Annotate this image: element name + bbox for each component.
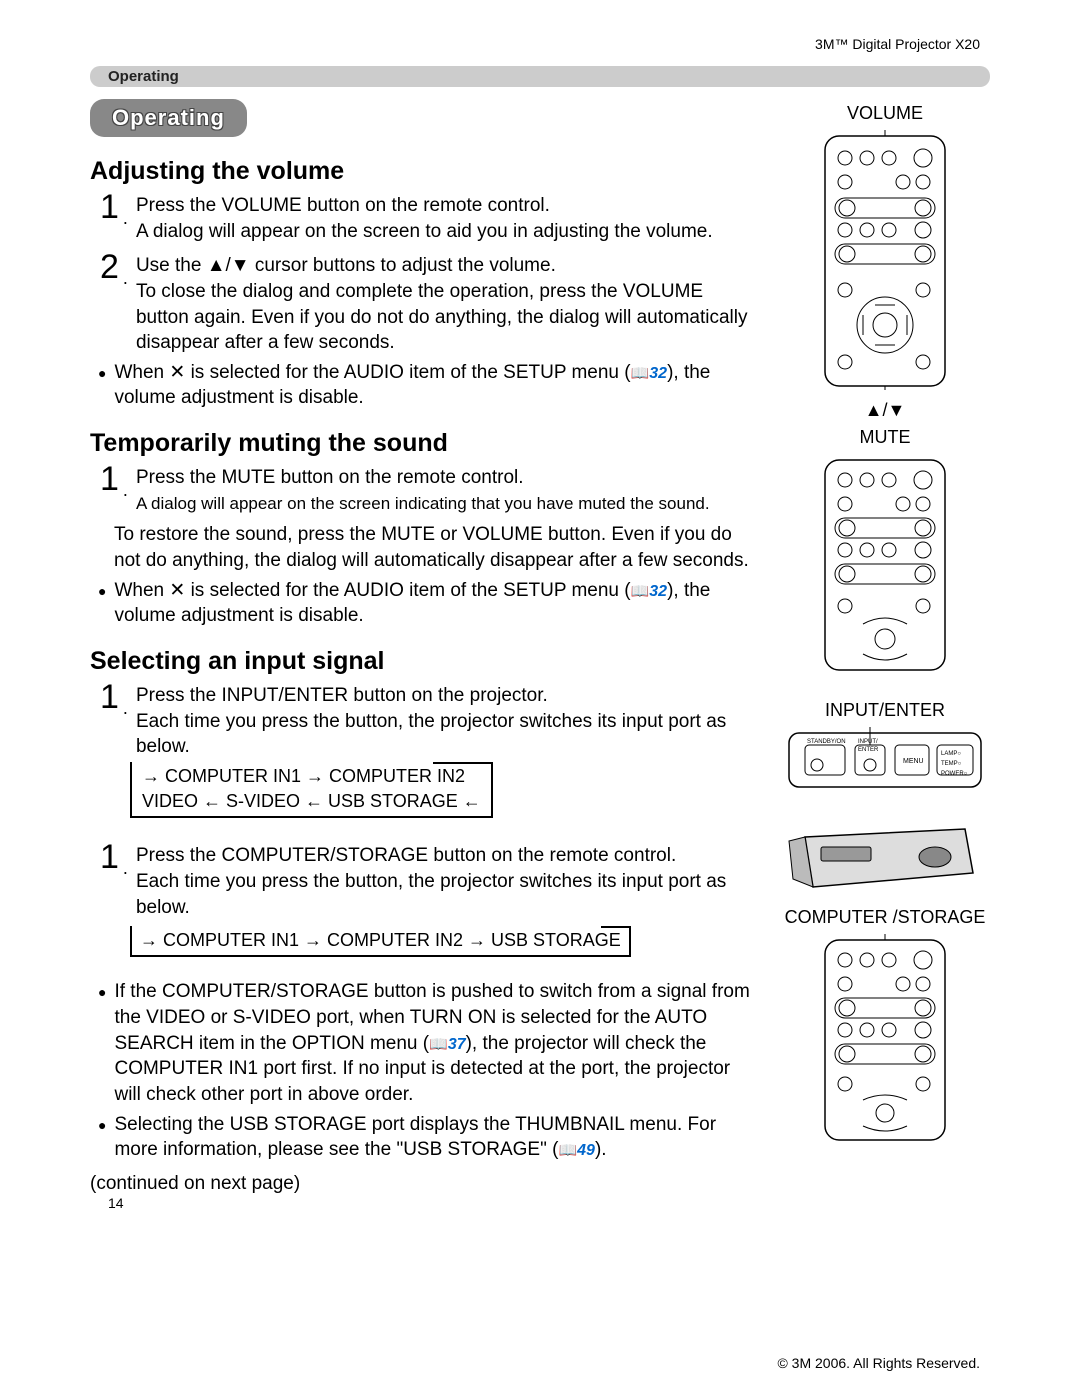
- footer: © 3M 2006. All Rights Reserved.: [90, 1355, 980, 1371]
- remote-illustration-volume: [815, 130, 955, 390]
- continued-text: (continued on next page): [90, 1173, 754, 1195]
- step-text: Press the INPUT/ENTER button on the proj…: [136, 685, 548, 706]
- heading-mute: Temporarily muting the sound: [90, 429, 754, 458]
- step-number: 1: [100, 462, 119, 496]
- copyright: © 3M 2006. All Rights Reserved.: [777, 1355, 980, 1371]
- input-bullet-2: ● Selecting the USB STORAGE port display…: [98, 1112, 754, 1163]
- remote-illustration-mute: [815, 454, 955, 674]
- step-text-b: To close the dialog and complete the ope…: [136, 281, 748, 353]
- svg-text:ENTER: ENTER: [858, 747, 879, 753]
- label-mute: MUTE: [780, 427, 990, 448]
- svg-text:LAMP○: LAMP○: [941, 751, 961, 757]
- bullet-text-b: ).: [595, 1139, 607, 1160]
- step-text-b: Each time you press the button, the proj…: [136, 711, 726, 758]
- bullet-text-a: Selecting the USB STORAGE port displays …: [114, 1114, 716, 1161]
- step-text-b: Each time you press the button, the proj…: [136, 871, 726, 918]
- input-flow-1: → COMPUTER IN1 → COMPUTER IN2 VIDEO ← S-…: [130, 760, 754, 820]
- volume-step-2: 2 . Use the ▲/▼ cursor buttons to adjust…: [100, 250, 754, 356]
- input-step-1: 1 . Press the INPUT/ENTER button on the …: [100, 680, 754, 760]
- book-icon: 📖: [429, 1036, 448, 1053]
- step-dot: .: [123, 480, 128, 501]
- step-number: 1: [100, 190, 119, 224]
- mute-step-1: 1 . Press the MUTE button on the remote …: [100, 462, 754, 516]
- projector-panel-illustration: MENU LAMP○ TEMP○ POWER○ STANDBY/ON INPUT…: [785, 727, 985, 807]
- bullet-dot: ●: [98, 583, 106, 629]
- step-dot: .: [123, 268, 128, 289]
- step-text-b: A dialog will appear on the screen to ai…: [136, 221, 713, 242]
- step-dot: .: [123, 208, 128, 229]
- label-input: INPUT/ENTER: [780, 700, 990, 721]
- left-column: Operating Adjusting the volume 1 . Press…: [90, 99, 762, 1211]
- operating-badge: Operating: [90, 99, 247, 137]
- volume-step-1: 1 . Press the VOLUME button on the remot…: [100, 190, 754, 244]
- main-content: Operating Adjusting the volume 1 . Press…: [90, 99, 990, 1211]
- heading-volume: Adjusting the volume: [90, 157, 754, 186]
- bullet-dot: ●: [98, 1117, 106, 1163]
- flow-line: → COMPUTER IN1 → COMPUTER IN2 → USB STOR…: [140, 930, 621, 950]
- step-text: Use the ▲/▼ cursor buttons to adjust the…: [136, 255, 556, 276]
- right-column: VOLUME ▲/▼ MUTE: [780, 99, 990, 1211]
- input-bullet-1: ● If the COMPUTER/STORAGE button is push…: [98, 979, 754, 1107]
- bullet-text-a: When ✕ is selected for the AUDIO item of…: [114, 580, 630, 601]
- step-text: Press the VOLUME button on the remote co…: [136, 195, 550, 216]
- remote-illustration-computer: [815, 934, 955, 1144]
- svg-text:INPUT/: INPUT/: [858, 739, 878, 745]
- book-icon: 📖: [631, 365, 650, 382]
- page-number: 14: [108, 1195, 754, 1211]
- label-computer: COMPUTER /STORAGE: [780, 907, 990, 928]
- flow-line-a: → COMPUTER IN1 → COMPUTER IN2: [142, 766, 465, 786]
- bullet-dot: ●: [98, 984, 106, 1107]
- bullet-text-a: When ✕ is selected for the AUDIO item of…: [114, 362, 630, 383]
- page-ref: 32: [649, 365, 667, 382]
- mute-restore-text: To restore the sound, press the MUTE or …: [114, 522, 754, 573]
- svg-text:STANDBY/ON: STANDBY/ON: [807, 739, 846, 745]
- step-number: 1: [100, 840, 119, 874]
- label-volume: VOLUME: [780, 103, 990, 124]
- mute-bullet: ● When ✕ is selected for the AUDIO item …: [98, 578, 754, 629]
- step-number: 1: [100, 680, 119, 714]
- svg-text:MENU: MENU: [903, 758, 924, 765]
- volume-bullet: ● When ✕ is selected for the AUDIO item …: [98, 360, 754, 411]
- flow-line-b: VIDEO ← S-VIDEO ← USB STORAGE ←: [142, 791, 481, 811]
- label-arrows: ▲/▼: [780, 400, 990, 421]
- step-number: 2: [100, 250, 119, 284]
- page-ref: 49: [577, 1142, 595, 1159]
- input-step-2: 1 . Press the COMPUTER/STORAGE button on…: [100, 840, 754, 920]
- projector-illustration: [785, 817, 985, 897]
- step-dot: .: [123, 858, 128, 879]
- bullet-dot: ●: [98, 365, 106, 411]
- heading-input: Selecting an input signal: [90, 647, 754, 676]
- step-text: Press the MUTE button on the remote cont…: [136, 467, 524, 488]
- book-icon: 📖: [558, 1142, 577, 1159]
- step-text-b: A dialog will appear on the screen indic…: [136, 494, 710, 513]
- book-icon: 📖: [631, 583, 650, 600]
- page-ref: 37: [448, 1036, 466, 1053]
- page-ref: 32: [649, 583, 667, 600]
- svg-text:TEMP○: TEMP○: [941, 761, 962, 767]
- section-bar: Operating: [90, 66, 990, 87]
- svg-text:POWER○: POWER○: [941, 771, 968, 777]
- step-dot: .: [123, 698, 128, 719]
- input-flow-2: → COMPUTER IN1 → COMPUTER IN2 → USB STOR…: [130, 924, 754, 959]
- step-text: Press the COMPUTER/STORAGE button on the…: [136, 845, 676, 866]
- product-name: 3M™ Digital Projector X20: [815, 36, 980, 52]
